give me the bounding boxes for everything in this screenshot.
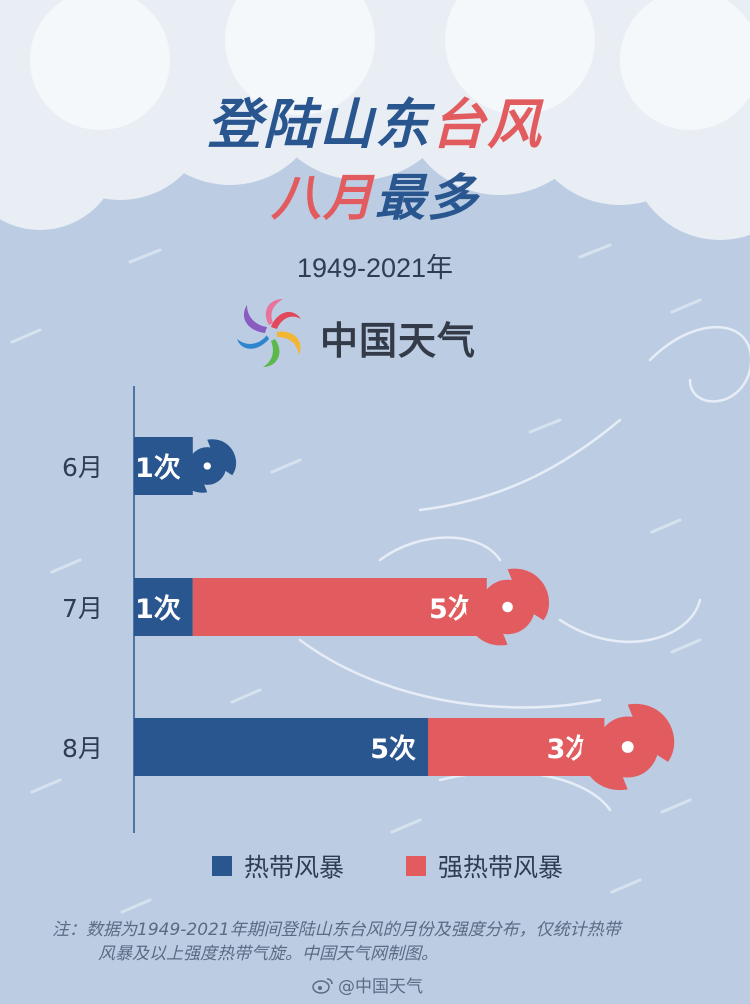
rain-streaks: [10, 243, 702, 914]
legend-swatch-tropical-storm: [212, 856, 232, 876]
bar-value-label: 1次: [135, 453, 181, 484]
title-part-3: 八月: [271, 169, 375, 227]
typhoon-icon: [581, 703, 675, 791]
bar-segment: [134, 718, 428, 776]
footnote-line-1: 注：数据为1949-2021年期间登陆山东台风的月份及强度分布，仅统计热带: [52, 920, 621, 940]
footnote: 注：数据为1949-2021年期间登陆山东台风的月份及强度分布，仅统计热带 风暴…: [52, 918, 712, 966]
bar-segment: [192, 578, 487, 636]
brand-name: 中国天气: [320, 319, 477, 363]
year-range: 1949-2021年: [296, 253, 454, 283]
credit: @中国天气: [312, 972, 423, 997]
y-tick-label: 7月: [62, 594, 103, 623]
title-part-1: 登陆山东: [207, 93, 431, 156]
title-part-4: 最多: [375, 169, 479, 227]
legend-label-severe-tropical-storm: 强热带风暴: [438, 853, 564, 882]
legend-swatch-severe-tropical-storm: [406, 856, 427, 876]
legend-label-tropical-storm: 热带风暴: [244, 853, 345, 882]
bar-value-label: 1次: [135, 594, 181, 625]
bar-segment: [428, 718, 605, 776]
title-part-2: 台风: [431, 93, 543, 156]
y-tick-label: 8月: [62, 734, 103, 763]
title-line-2: 八月最多: [0, 158, 750, 230]
bar-value-label: 5次: [370, 734, 416, 765]
y-tick-label: 6月: [62, 453, 103, 482]
title-line-1: 登陆山东台风: [0, 80, 750, 159]
legend-item-severe-tropical-storm: 强热带风暴: [406, 848, 563, 884]
bar-segment: [134, 578, 193, 636]
legend-item-tropical-storm: 热带风暴: [212, 848, 344, 884]
cloud-top-highlight: [30, 0, 750, 130]
typhoon-icon: [466, 568, 550, 646]
chart-legend: 热带风暴 强热带风暴: [212, 848, 625, 884]
brand-logo-icon: [237, 299, 301, 367]
typhoon-icon: [178, 439, 237, 493]
credit-text: @中国天气: [338, 977, 423, 997]
weibo-icon: [312, 977, 333, 994]
footnote-line-2: 风暴及以上强度热带气旋。中国天气网制图。: [98, 944, 438, 964]
